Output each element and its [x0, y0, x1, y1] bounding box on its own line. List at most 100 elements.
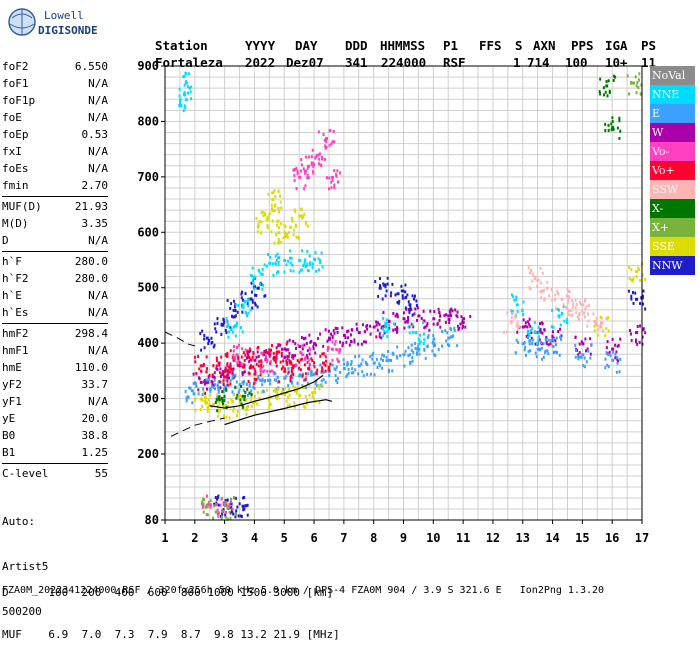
echo-mark: [542, 342, 545, 346]
echo-mark: [243, 363, 246, 367]
echo-mark: [269, 360, 272, 364]
echo-mark: [366, 363, 369, 367]
echo-mark: [288, 403, 291, 407]
param-row: foF1p N/A: [2, 92, 108, 109]
echo-mark: [294, 386, 297, 390]
echo-mark: [227, 373, 230, 377]
param-row: foEp 0.53: [2, 126, 108, 143]
legend-nne: NNE: [650, 85, 695, 104]
echo-mark: [267, 192, 270, 196]
echo-mark: [290, 366, 293, 370]
echo-mark: [528, 271, 531, 275]
echo-mark: [282, 365, 285, 369]
echo-mark: [416, 306, 419, 310]
echo-mark: [382, 333, 385, 337]
echo-mark: [324, 146, 327, 150]
echo-mark: [295, 389, 298, 393]
echo-mark: [253, 287, 256, 291]
echo-mark: [232, 349, 235, 353]
echo-mark: [324, 328, 327, 332]
echo-mark: [237, 390, 240, 394]
echo-mark: [414, 341, 417, 345]
echo-mark: [386, 282, 389, 286]
echo-mark: [232, 367, 235, 371]
echo-mark: [319, 363, 322, 367]
echo-mark: [580, 355, 583, 359]
echo-mark: [262, 283, 265, 287]
echo-mark: [283, 270, 286, 274]
echo-mark: [536, 284, 539, 288]
echo-mark: [286, 235, 289, 239]
echo-mark: [333, 367, 336, 371]
echo-mark: [230, 302, 233, 306]
echo-mark: [616, 126, 619, 130]
echo-mark: [212, 516, 215, 520]
echo-mark: [292, 168, 295, 172]
param-name: foE: [2, 111, 22, 124]
param-value: 0.53: [81, 128, 109, 141]
echo-point: [521, 342, 525, 346]
param-value: 1.25: [81, 446, 109, 459]
echo-mark: [554, 306, 557, 310]
echo-mark: [306, 249, 309, 253]
echo-mark: [510, 315, 513, 319]
echo-mark: [243, 495, 246, 499]
legend-ssw: SSW: [650, 180, 695, 199]
echo-mark: [315, 383, 318, 387]
echo-mark: [228, 376, 231, 380]
echo-mark: [251, 279, 254, 283]
echo-mark: [551, 334, 554, 338]
legend-sse: SSE: [650, 237, 695, 256]
echo-mark: [596, 327, 599, 331]
echo-mark: [350, 360, 353, 364]
echo-mark: [641, 296, 644, 300]
echo-mark: [362, 340, 365, 344]
echo-mark: [258, 282, 261, 286]
echo-mark: [634, 75, 637, 79]
echo-mark: [407, 300, 410, 304]
echo-mark: [212, 364, 215, 368]
echo-mark: [278, 256, 281, 260]
echo-mark: [193, 392, 196, 396]
echo-mark: [304, 171, 307, 175]
echo-mark: [212, 383, 215, 387]
echo-mark: [324, 144, 327, 148]
echo-mark: [407, 325, 410, 329]
echo-mark: [315, 371, 318, 375]
echo-mark: [253, 367, 256, 371]
echo-mark: [299, 350, 302, 354]
echo-mark: [377, 321, 380, 325]
legend-vo-: Vo+: [650, 161, 695, 180]
echo-point: [271, 209, 275, 213]
echo-mark: [382, 324, 385, 328]
echo-point: [241, 504, 245, 508]
echo-mark: [219, 375, 222, 379]
echo-mark: [355, 322, 358, 326]
echo-mark: [628, 329, 631, 333]
echo-mark: [619, 337, 622, 341]
echo-mark: [202, 362, 205, 366]
echo-mark: [231, 355, 234, 359]
echo-mark: [530, 328, 533, 332]
echo-mark: [333, 140, 336, 144]
echo-mark: [311, 148, 314, 152]
echo-mark: [427, 334, 430, 338]
echo-mark: [215, 330, 218, 334]
param-row: hmF2 298.4: [2, 325, 108, 342]
echo-mark: [226, 321, 229, 325]
echo-mark: [382, 358, 385, 362]
legend-x-: X+: [650, 218, 695, 237]
echo-mark: [548, 294, 551, 298]
echo-mark: [195, 384, 198, 388]
echo-mark: [290, 374, 293, 378]
echo-mark: [410, 348, 413, 352]
echo-mark: [584, 297, 587, 301]
echo-mark: [280, 240, 283, 244]
echo-mark: [225, 331, 228, 335]
header-label-4: HHMMSS: [380, 38, 425, 53]
echo-mark: [243, 394, 246, 398]
echo-mark: [273, 378, 276, 382]
echo-mark: [357, 372, 360, 376]
echo-mark: [236, 363, 239, 367]
echo-mark: [630, 268, 633, 272]
